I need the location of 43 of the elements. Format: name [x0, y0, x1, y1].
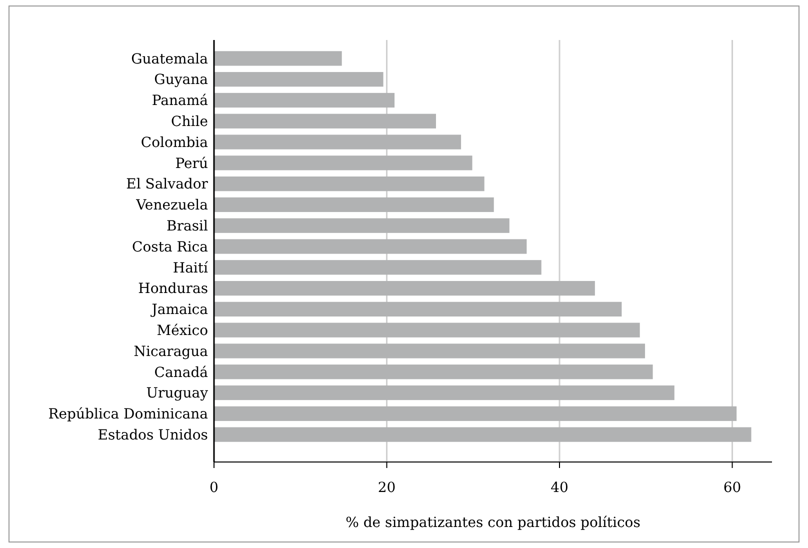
- y-tick-label: Venezuela: [135, 198, 208, 214]
- y-tick-label: Guyana: [154, 72, 208, 88]
- bar: [214, 114, 436, 128]
- y-tick-label: Honduras: [138, 281, 208, 298]
- y-tick-label: Costa Rica: [132, 239, 208, 256]
- bar: [214, 385, 674, 400]
- bar: [214, 92, 395, 108]
- y-tick-label: Jamaica: [150, 302, 208, 318]
- y-tick-label: Panamá: [152, 93, 208, 110]
- x-tick-label: 60: [723, 480, 742, 496]
- y-tick-label: Uruguay: [146, 386, 208, 402]
- bar: [214, 406, 737, 421]
- bar: [214, 218, 510, 233]
- bar: [214, 134, 462, 150]
- bar: [214, 239, 527, 254]
- y-tick-label: Brasil: [166, 218, 209, 235]
- x-axis-title: % de simpatizantes con partidos políticos: [346, 515, 640, 531]
- y-tick-label: República Dominicana: [48, 406, 208, 423]
- bar: [214, 72, 384, 87]
- bar: [214, 51, 342, 66]
- bar: [214, 176, 484, 192]
- y-tick-label: México: [156, 322, 208, 339]
- bar: [214, 322, 640, 338]
- y-tick-label: Perú: [175, 156, 208, 172]
- y-tick-label: Estados Unidos: [98, 427, 208, 444]
- y-tick-label: Chile: [171, 114, 208, 130]
- bar: [214, 427, 752, 442]
- bar: [214, 302, 622, 316]
- bar: [214, 260, 542, 275]
- bar: [214, 280, 595, 296]
- y-tick-label: El Salvador: [126, 176, 208, 193]
- bar: [214, 344, 646, 358]
- y-tick-label: Canadá: [154, 364, 208, 381]
- bar: [214, 197, 494, 212]
- bar: [214, 156, 472, 170]
- x-tick-label: 40: [550, 480, 568, 496]
- x-tick-label: 0: [210, 480, 218, 496]
- y-tick-label: Colombia: [140, 134, 208, 151]
- x-tick-label: 20: [378, 480, 396, 496]
- y-tick-label: Haití: [172, 260, 209, 276]
- bar: [214, 364, 653, 380]
- y-tick-label: Guatemala: [131, 51, 208, 68]
- y-tick-label: Nicaragua: [134, 344, 208, 360]
